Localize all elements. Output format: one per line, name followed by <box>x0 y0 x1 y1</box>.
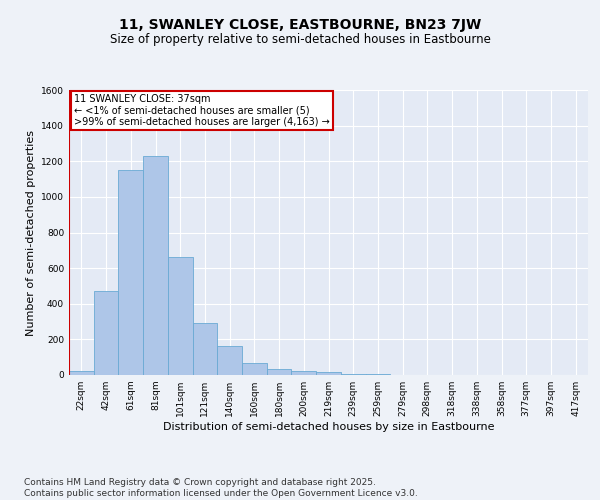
Bar <box>365 374 390 375</box>
Bar <box>341 374 365 375</box>
Bar <box>69 372 94 375</box>
Bar <box>193 324 217 375</box>
Bar <box>292 372 316 375</box>
Text: 11 SWANLEY CLOSE: 37sqm
← <1% of semi-detached houses are smaller (5)
>99% of se: 11 SWANLEY CLOSE: 37sqm ← <1% of semi-de… <box>74 94 330 128</box>
Bar <box>316 372 341 375</box>
Bar <box>143 156 168 375</box>
Text: 11, SWANLEY CLOSE, EASTBOURNE, BN23 7JW: 11, SWANLEY CLOSE, EASTBOURNE, BN23 7JW <box>119 18 481 32</box>
Bar <box>217 346 242 375</box>
Text: Size of property relative to semi-detached houses in Eastbourne: Size of property relative to semi-detach… <box>110 32 490 46</box>
Y-axis label: Number of semi-detached properties: Number of semi-detached properties <box>26 130 35 336</box>
Bar <box>242 362 267 375</box>
Bar <box>94 292 118 375</box>
Bar <box>118 170 143 375</box>
Bar <box>267 369 292 375</box>
Text: Contains HM Land Registry data © Crown copyright and database right 2025.
Contai: Contains HM Land Registry data © Crown c… <box>24 478 418 498</box>
Bar <box>168 258 193 375</box>
X-axis label: Distribution of semi-detached houses by size in Eastbourne: Distribution of semi-detached houses by … <box>163 422 494 432</box>
